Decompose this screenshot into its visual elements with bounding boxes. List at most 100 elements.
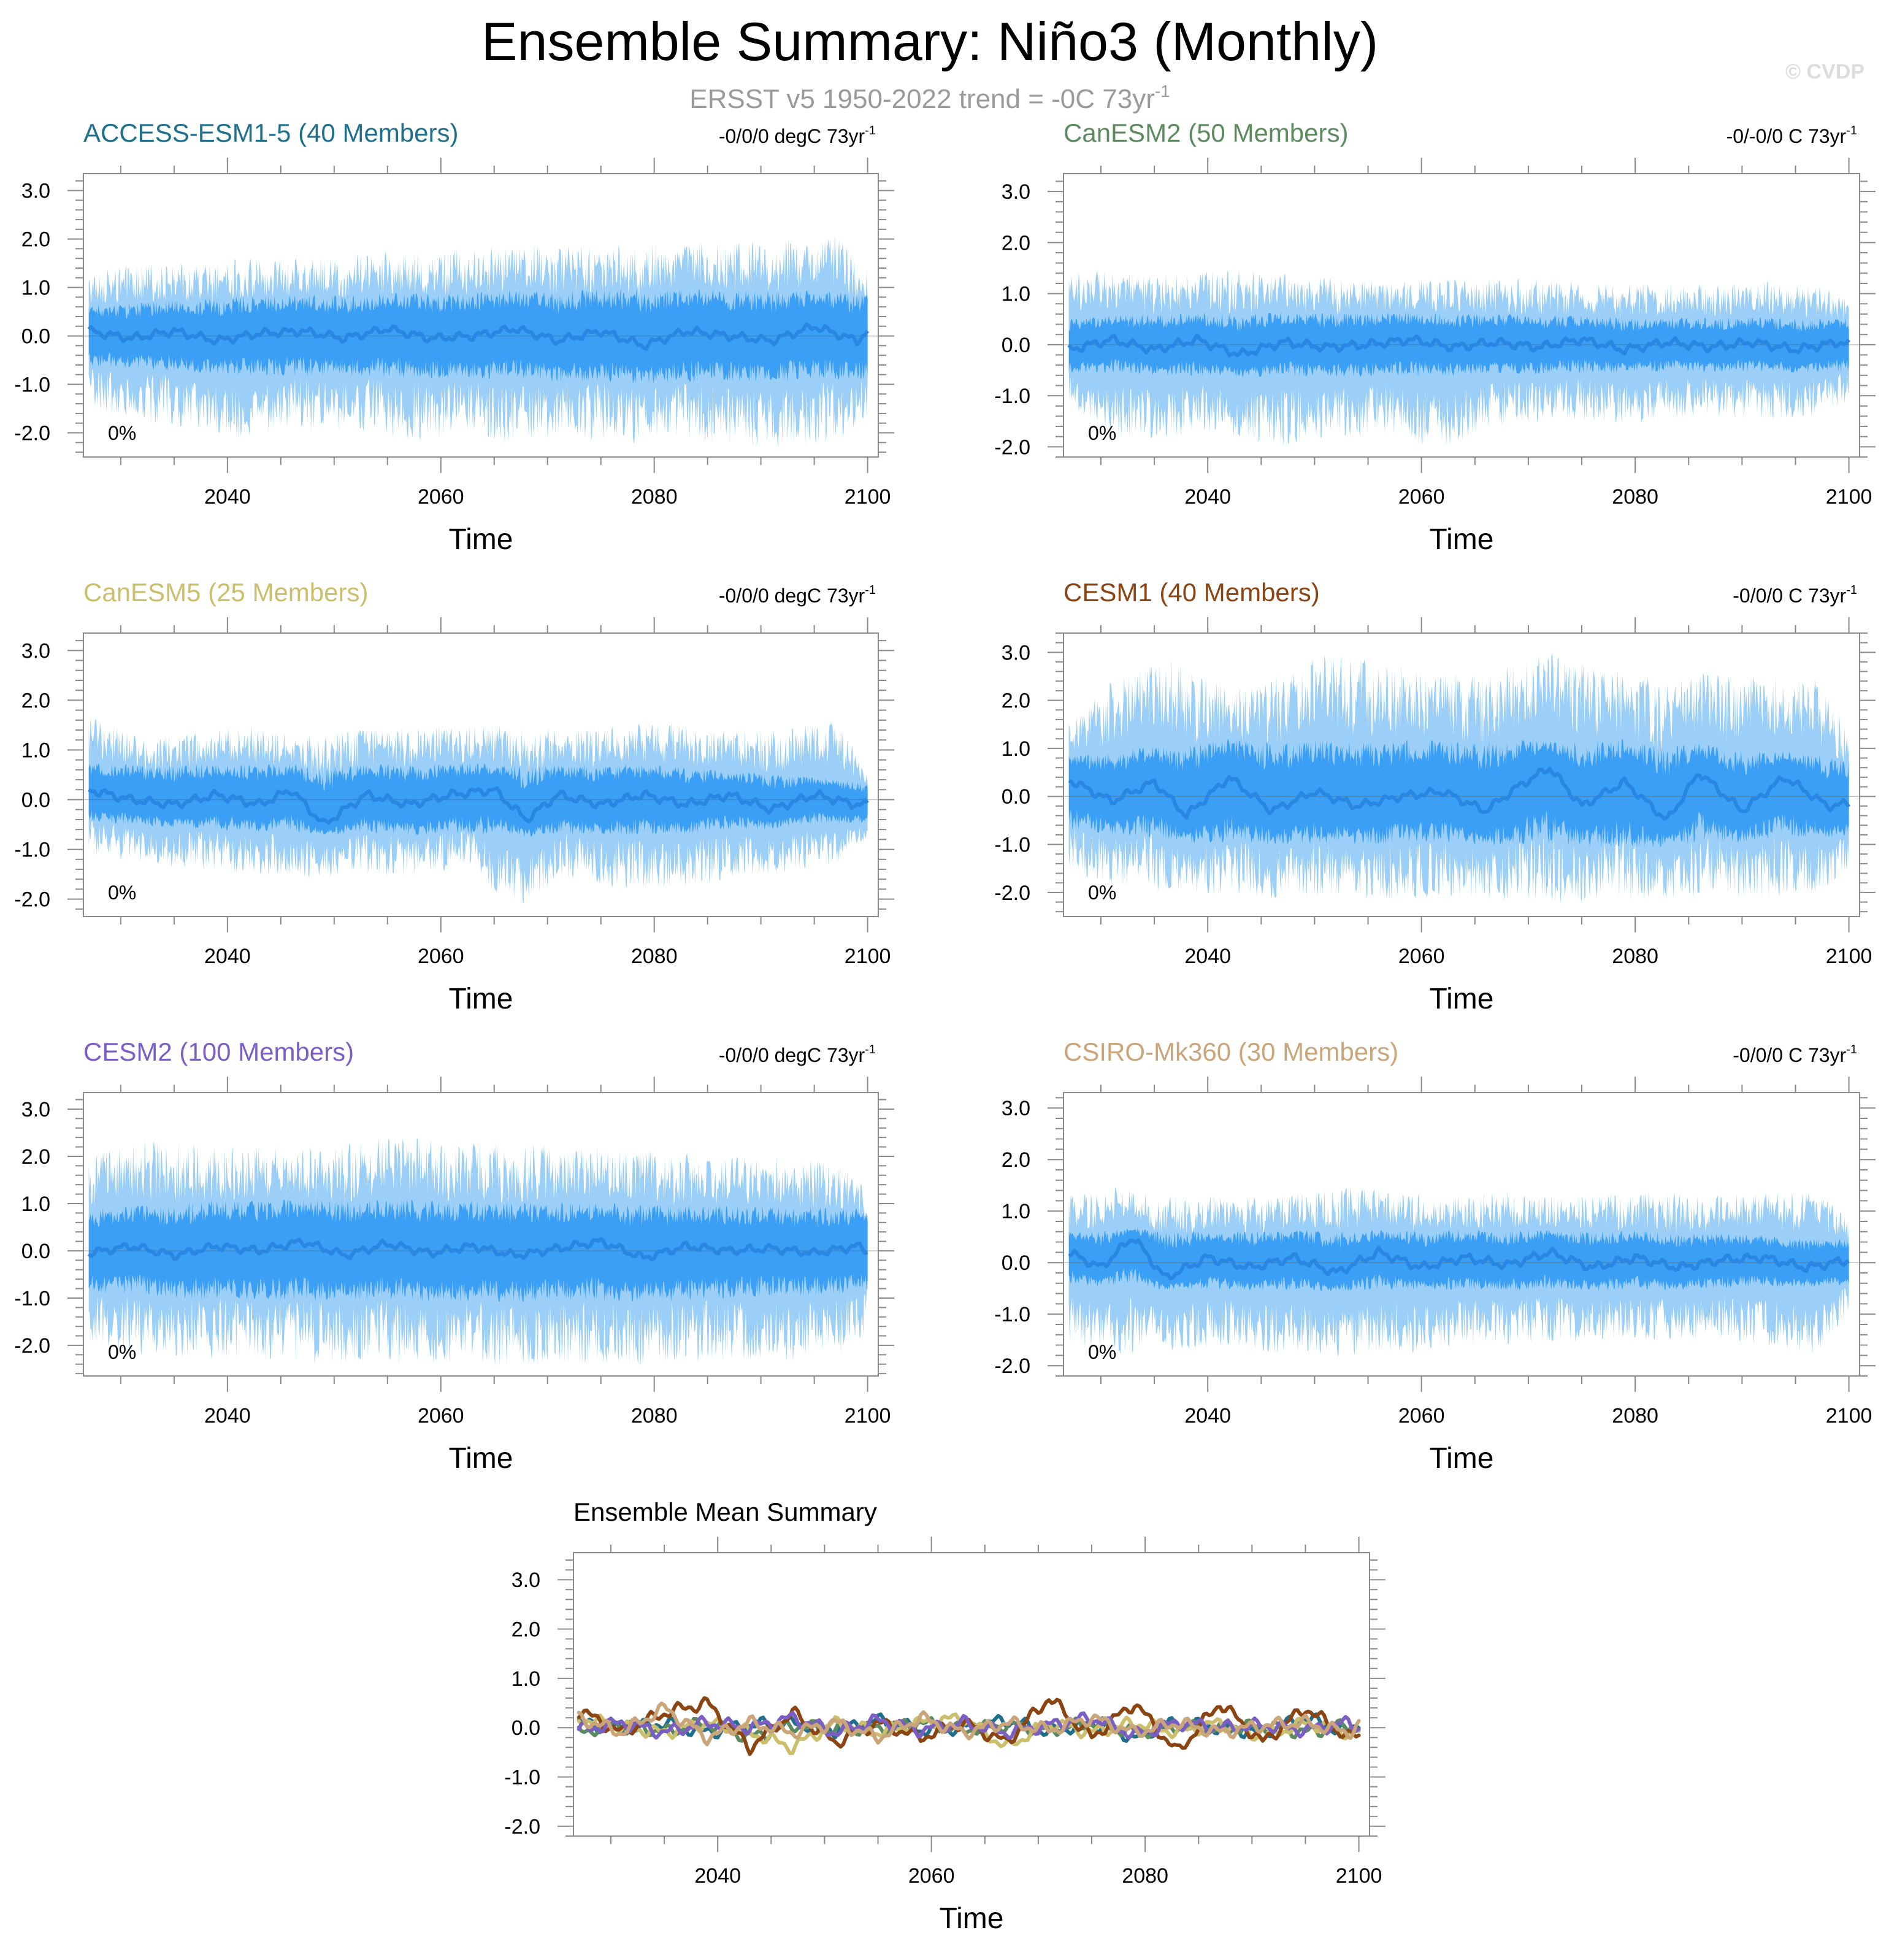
y-tick-label: 1.0: [21, 277, 50, 300]
trend-label-sup: -1: [1846, 124, 1857, 137]
x-tick-label: 2100: [845, 945, 891, 968]
y-tick-label: 0.0: [1002, 785, 1030, 809]
percent-label: 0%: [1088, 422, 1116, 444]
x-tick-label: 2040: [1184, 945, 1231, 968]
x-tick-label: 2080: [1122, 1864, 1168, 1888]
percent-label: 0%: [1088, 882, 1116, 904]
x-tick-label: 2040: [1184, 1404, 1231, 1428]
y-tick-label: 2.0: [1002, 1148, 1030, 1172]
panel-title: ACCESS-ESM1-5 (40 Members): [83, 118, 458, 147]
y-tick-label: -1.0: [994, 1303, 1030, 1326]
panel-4: 2040 2060 2080 2100 -2.0 -1.0 0.0 1.0 2.0 3.0 Time…: [994, 578, 1876, 1015]
plot-frame: [1063, 173, 1860, 458]
x-tick-label: 2060: [418, 945, 464, 968]
plot-frame: [1063, 632, 1860, 917]
x-tick-label: 2060: [908, 1864, 955, 1888]
y-tick-label: 3.0: [1002, 180, 1030, 204]
ensemble-mean-line: [88, 786, 869, 824]
plot-area: [83, 234, 878, 448]
ensemble-mean-line: [87, 322, 870, 351]
plot-area: [83, 1137, 878, 1367]
y-tick-label: 3.0: [512, 1569, 540, 1592]
cvdp-watermark: © CVDP: [1785, 60, 1864, 83]
trend-label: -0/0/0 C 73yr-1: [1733, 1043, 1857, 1066]
y-tick-label: -2.0: [14, 1334, 50, 1358]
x-tick-label: 2100: [1826, 1404, 1872, 1428]
trend-label-sup: -1: [1846, 583, 1857, 597]
ensemble-interquartile-band: [1068, 739, 1849, 848]
panel-6: 2040 2060 2080 2100 -2.0 -1.0 0.0 1.0 2.0 3.0 Time…: [994, 1037, 1876, 1475]
trend-label-sup: -1: [865, 1043, 876, 1056]
x-tick-label: 2060: [1398, 485, 1445, 509]
plot-frame: [573, 1552, 1370, 1837]
trend-label-main: -0/0/0 C 73yr: [1733, 585, 1846, 607]
panel-title: CanESM2 (50 Members): [1063, 118, 1348, 147]
panel-3: 2040 2060 2080 2100 -2.0 -1.0 0.0 1.0 2.0 3.0 Time…: [14, 578, 894, 1015]
y-tick-label: 0.0: [21, 789, 50, 812]
plot-frame: [83, 173, 879, 458]
plot-frame: [1063, 1092, 1860, 1377]
panel-1: 2040 2060 2080 2100 -2.0 -1.0 0.0 1.0 2.0 3.0 Time…: [14, 118, 894, 556]
plot-area: [1063, 1186, 1860, 1357]
trend-label: -0/0/0 degC 73yr-1: [719, 124, 876, 147]
x-tick-label: 2080: [631, 485, 678, 509]
y-tick-label: -2.0: [14, 888, 50, 912]
y-tick-label: 0.0: [21, 1240, 50, 1263]
percent-label: 0%: [108, 882, 136, 904]
y-tick-label: 3.0: [21, 1098, 50, 1121]
trend-label-sup: -1: [865, 124, 876, 137]
series-line-csiro-mk360: [577, 1701, 1361, 1747]
ensemble-mean-line: [87, 1237, 868, 1262]
y-tick-label: 1.0: [21, 739, 50, 762]
trend-label-main: -0/0/0 degC 73yr: [719, 585, 865, 607]
x-axis-title: Time: [1430, 983, 1494, 1015]
series-line-cesm2: [577, 1710, 1361, 1740]
ensemble-mean-line: [1067, 333, 1850, 358]
x-tick-label: 2080: [1612, 945, 1658, 968]
trend-label-main: -0/0/0 C 73yr: [1733, 1044, 1846, 1066]
percent-label: 0%: [108, 1341, 136, 1363]
panel-title: Ensemble Mean Summary: [573, 1497, 877, 1526]
figure-title: Ensemble Summary: Niño3 (Monthly): [481, 11, 1378, 72]
trend-label-sup: -1: [865, 583, 876, 597]
y-tick-label: -2.0: [994, 1355, 1030, 1378]
y-tick-label: -1.0: [14, 839, 50, 862]
x-axis-title: Time: [1430, 1442, 1494, 1475]
y-tick-label: 3.0: [1002, 1097, 1030, 1120]
plot-area: [577, 1696, 1361, 1756]
x-axis-title: Time: [449, 983, 513, 1015]
y-tick-label: -1.0: [504, 1766, 540, 1789]
x-tick-label: 2080: [631, 945, 678, 968]
plot-area: [1063, 653, 1860, 905]
percent-label: 0%: [108, 422, 136, 444]
percent-label: 0%: [1088, 1341, 1116, 1363]
y-tick-label: 0.0: [21, 325, 50, 348]
plot-frame: [83, 632, 879, 917]
y-tick-label: 2.0: [21, 1145, 50, 1169]
trend-label: -0/0/0 degC 73yr-1: [719, 583, 876, 607]
panel-title: CanESM5 (25 Members): [83, 578, 368, 607]
y-tick-label: -1.0: [14, 374, 50, 397]
y-tick-label: -1.0: [994, 834, 1030, 857]
y-tick-label: 3.0: [21, 639, 50, 663]
x-tick-label: 2080: [631, 1404, 678, 1428]
figure-subtitle-main: ERSST v5 1950-2022 trend = -0C 73yr: [689, 84, 1155, 114]
y-tick-label: 1.0: [1002, 737, 1030, 761]
panels-container: 2040 2060 2080 2100 -2.0 -1.0 0.0 1.0 2.0 3.0 Time…: [14, 118, 1876, 1935]
trend-label-main: -0/-0/0 C 73yr: [1726, 125, 1847, 147]
figure-subtitle-sup: -1: [1155, 82, 1170, 101]
x-tick-label: 2100: [1826, 485, 1872, 509]
panel-title: CSIRO-Mk360 (30 Members): [1063, 1037, 1398, 1066]
y-tick-label: -2.0: [14, 422, 50, 445]
x-tick-label: 2100: [845, 1404, 891, 1428]
y-tick-label: 1.0: [512, 1667, 540, 1691]
trend-label: -0/0/0 degC 73yr-1: [719, 1043, 876, 1066]
plot-area: [1063, 269, 1860, 447]
x-axis-title: Time: [1430, 523, 1494, 556]
figure-subtitle: ERSST v5 1950-2022 trend = -0C 73yr-1: [689, 82, 1170, 114]
trend-label: -0/0/0 C 73yr-1: [1733, 583, 1857, 607]
ensemble-mean-line: [1068, 1238, 1850, 1280]
y-tick-label: -1.0: [994, 385, 1030, 408]
x-tick-label: 2040: [204, 1404, 251, 1428]
y-tick-label: -2.0: [504, 1815, 540, 1839]
